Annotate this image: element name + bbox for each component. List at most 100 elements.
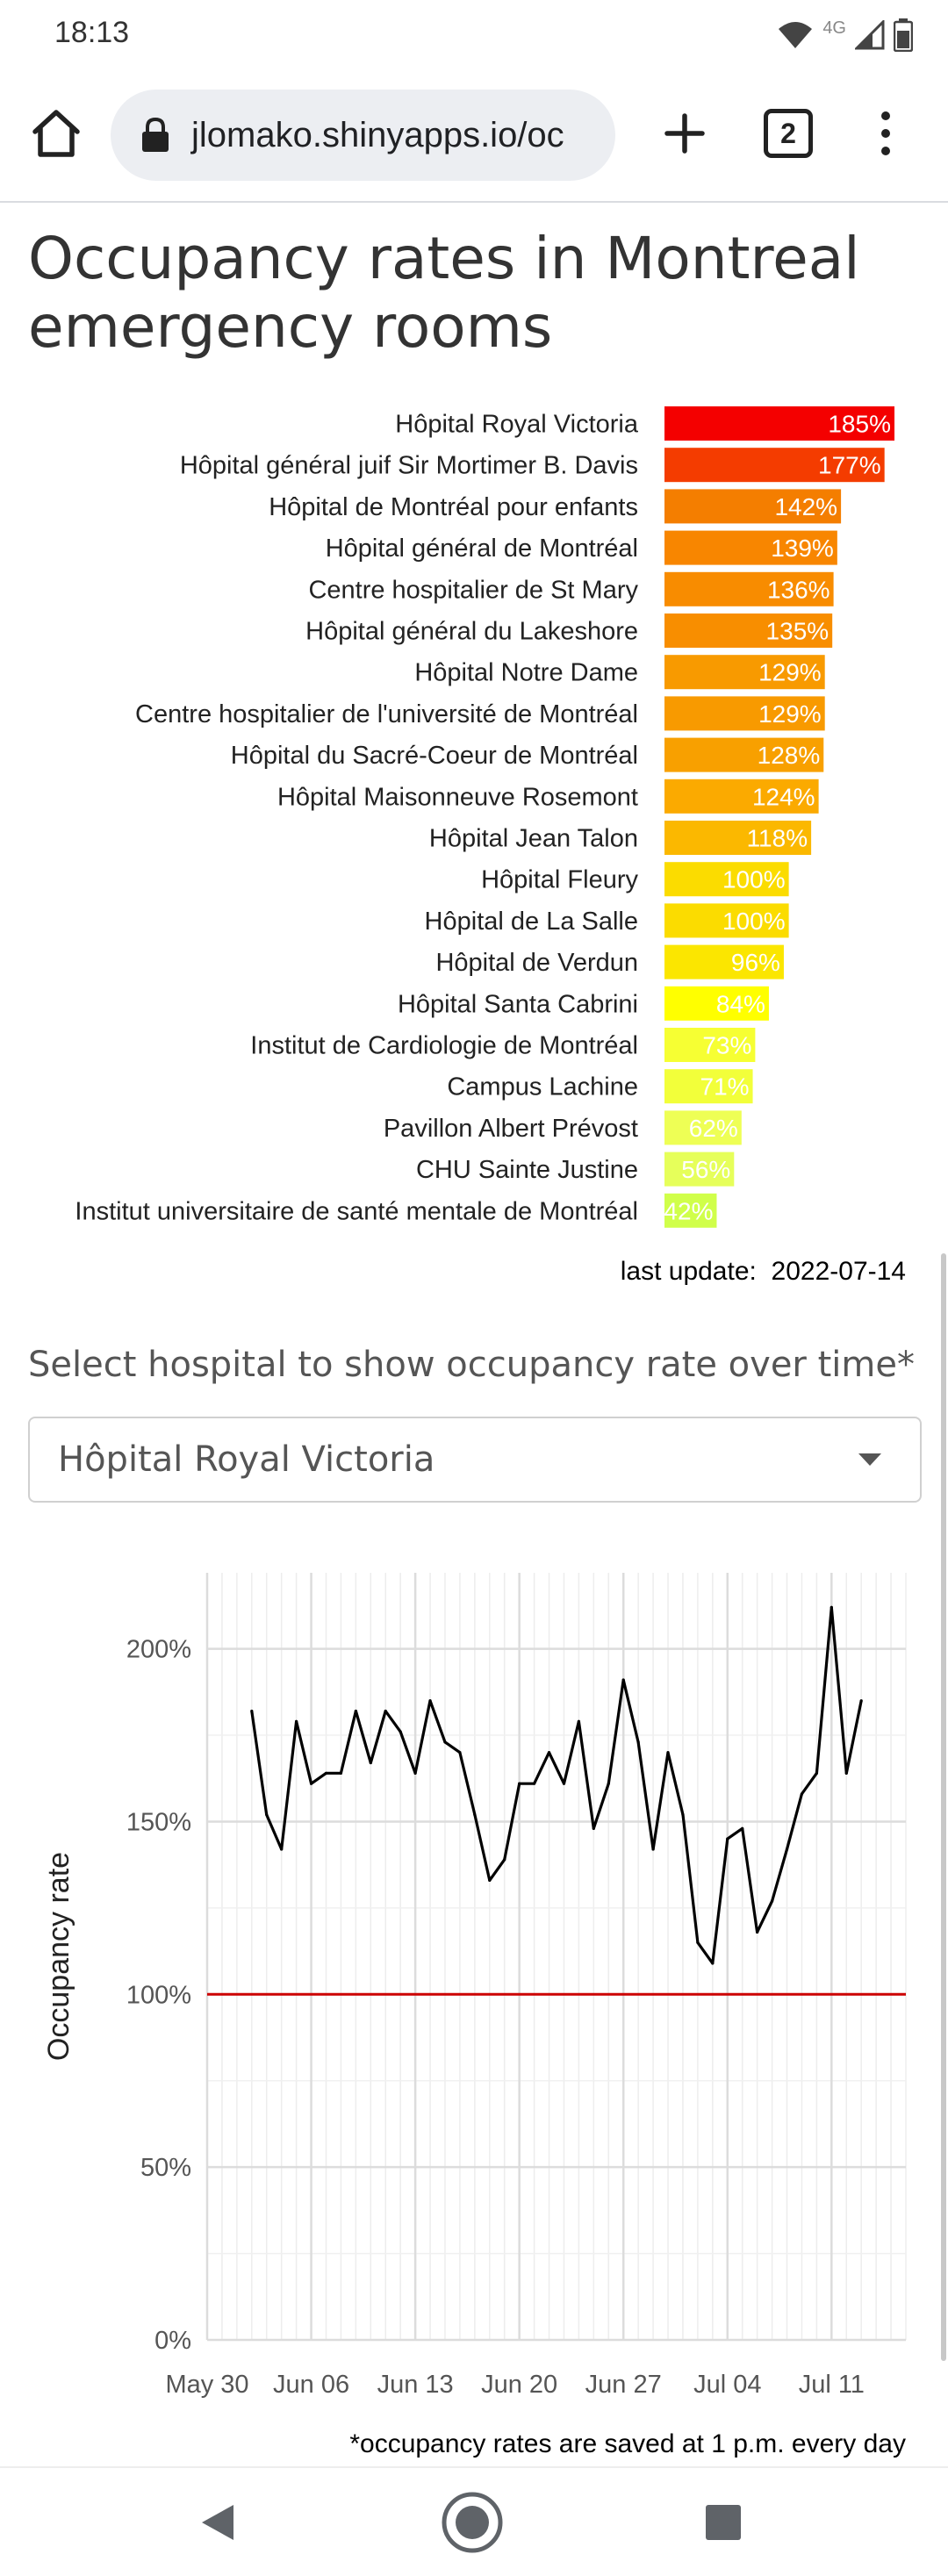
tabs-icon[interactable]: 2	[764, 109, 813, 158]
hospital-label: Hôpital de La Salle	[425, 908, 638, 936]
occupancy-data-point	[503, 1858, 506, 1862]
network-type: 4G	[822, 18, 846, 38]
x-tick-label: Jul 11	[799, 2371, 865, 2399]
hospital-label: Hôpital de Verdun	[435, 949, 638, 977]
hospital-label: Hôpital Santa Cabrini	[398, 990, 638, 1018]
bar-value-label: 118%	[747, 825, 808, 852]
back-icon[interactable]	[198, 2503, 237, 2542]
x-tick-label: Jun 20	[481, 2371, 557, 2399]
hospital-label: CHU Sainte Justine	[416, 1156, 638, 1184]
occupancy-data-point	[532, 1782, 536, 1785]
occupancy-data-point	[651, 1848, 655, 1851]
hospital-select[interactable]: Hôpital Royal Victoria	[28, 1417, 922, 1503]
hospital-label: Centre hospitalier de St Mary	[308, 576, 638, 604]
system-navigation-bar	[0, 2466, 948, 2576]
hospital-label: Institut universitaire de santé mentale …	[75, 1197, 638, 1225]
plus-icon[interactable]	[657, 105, 713, 161]
occupancy-data-point	[265, 1812, 269, 1817]
url-text: jlomako.shinyapps.io/oc	[191, 116, 564, 154]
occupancy-data-point	[621, 1678, 625, 1682]
y-tick-label: 150%	[126, 1808, 191, 1836]
occupancy-bar	[664, 530, 837, 565]
recent-apps-icon[interactable]	[706, 2505, 741, 2540]
signal-icon	[855, 20, 885, 50]
hospital-label: Hôpital Fleury	[481, 866, 638, 894]
occupancy-data-point	[577, 1719, 581, 1723]
occupancy-series-line	[250, 1605, 863, 1965]
occupancy-data-point	[309, 1782, 313, 1785]
occupancy-data-point	[607, 1782, 610, 1785]
occupancy-data-point	[844, 1771, 848, 1775]
occupancy-bar	[664, 862, 789, 897]
occupancy-data-point	[830, 1605, 833, 1609]
tab-count: 2	[780, 117, 796, 149]
occupancy-data-point	[785, 1848, 789, 1851]
bar-value-label: 84%	[716, 990, 765, 1017]
y-tick-label: 0%	[154, 2327, 191, 2355]
occupancy-data-point	[428, 1699, 432, 1703]
occupancy-bar	[664, 986, 769, 1021]
bar-value-label: 62%	[689, 1115, 738, 1142]
occupancy-data-point	[666, 1751, 670, 1754]
toolbar-divider	[0, 201, 948, 203]
occupancy-data-point	[518, 1782, 521, 1785]
bar-value-label: 139%	[771, 535, 834, 562]
occupancy-line-chart: 0% 50% 100% 150% 200% May 30 Jun 06 Jun 13 Jun 2…	[42, 1573, 907, 2399]
occupancy-data-point	[592, 1826, 595, 1830]
occupancy-data-point	[339, 1771, 343, 1775]
occupancy-bar	[664, 1152, 735, 1187]
hospital-label: Hôpital Maisonneuve Rosemont	[277, 783, 638, 811]
browser-toolbar: jlomako.shinyapps.io/oc 2	[0, 86, 948, 190]
bar-value-label: 177%	[818, 452, 881, 479]
last-update: last update: 2022-07-14	[621, 1257, 906, 1287]
x-tick-label: Jun 13	[377, 2371, 454, 2399]
menu-icon[interactable]	[871, 105, 901, 161]
occupancy-bar	[664, 1110, 742, 1145]
occupancy-bar	[664, 737, 824, 772]
bar-value-label: 142%	[774, 493, 837, 520]
page-scrollbar[interactable]	[941, 1253, 946, 2361]
occupancy-data-point	[815, 1771, 818, 1775]
occupancy-data-point	[711, 1962, 715, 1965]
occupancy-data-point	[800, 1792, 804, 1796]
occupancy-data-point	[681, 1812, 685, 1817]
y-tick-label: 100%	[126, 1981, 191, 2009]
battery-icon	[894, 18, 913, 52]
occupancy-bar	[664, 448, 885, 483]
bar-value-label: 42%	[664, 1197, 713, 1224]
occupancy-data-point	[443, 1740, 447, 1744]
bar-value-label: 100%	[722, 908, 786, 935]
address-bar[interactable]: jlomako.shinyapps.io/oc	[111, 90, 615, 181]
status-time: 18:13	[54, 16, 130, 49]
occupancy-data-point	[488, 1878, 492, 1882]
bar-value-label: 136%	[767, 576, 830, 603]
y-axis-title: Occupancy rate	[42, 1852, 75, 2061]
occupancy-data-point	[384, 1709, 387, 1713]
x-tick-label: Jun 06	[273, 2371, 349, 2399]
status-icons: 4G	[777, 16, 913, 54]
hospital-label: Hôpital général de Montréal	[326, 535, 638, 563]
bar-value-label: 129%	[758, 700, 822, 728]
wifi-icon	[779, 22, 813, 48]
occupancy-data-point	[369, 1761, 372, 1765]
bar-value-label: 71%	[700, 1073, 750, 1101]
status-bar: 18:13 4G	[0, 0, 948, 72]
occupancy-bar	[664, 614, 833, 648]
occupancy-bar-chart: Hôpital Royal Victoria 185% Hôpital généra…	[75, 406, 894, 1228]
home-icon[interactable]	[28, 105, 84, 161]
occupancy-bar	[664, 1069, 753, 1104]
occupancy-bar	[664, 489, 842, 524]
occupancy-data-point	[859, 1699, 863, 1703]
occupancy-bar	[664, 903, 789, 938]
bar-value-label: 135%	[766, 618, 830, 645]
select-label: Select hospital to show occupancy rate o…	[28, 1345, 915, 1385]
bar-value-label: 185%	[828, 411, 891, 438]
home-nav-icon[interactable]	[441, 2491, 504, 2554]
occupancy-data-point	[413, 1771, 417, 1775]
occupancy-data-point	[547, 1751, 551, 1754]
hospital-label: Campus Lachine	[447, 1073, 638, 1101]
hospital-label: Hôpital de Montréal pour enfants	[269, 493, 638, 521]
occupancy-bar	[664, 571, 834, 606]
bar-value-label: 129%	[758, 659, 822, 686]
occupancy-bar	[664, 1193, 717, 1228]
